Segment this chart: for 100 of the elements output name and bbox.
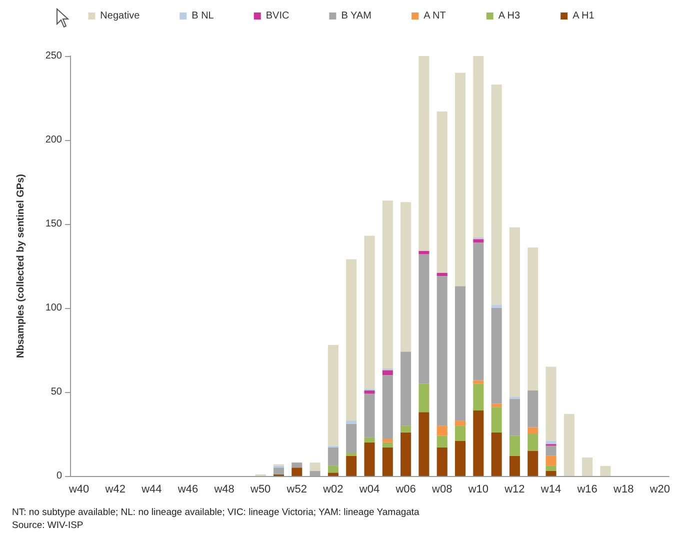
bar xyxy=(473,56,484,238)
x-tick-label: w20 xyxy=(648,484,670,496)
bar xyxy=(491,304,502,308)
x-tick-label: w48 xyxy=(213,484,234,496)
x-tick-label: w10 xyxy=(467,484,489,496)
x-tick-label: w12 xyxy=(504,484,525,496)
text: NT: no subtype available; NL: no lineage available; VIC: lineage Victoria; YAM: lineage Yamagata xyxy=(12,506,420,519)
bar xyxy=(418,56,430,251)
bar xyxy=(310,462,320,471)
y-tick-label: 250 xyxy=(45,50,62,62)
bar xyxy=(364,390,375,394)
x-tick-label: w50 xyxy=(249,484,271,496)
y-tick-label: 50 xyxy=(50,386,62,398)
bar xyxy=(382,375,393,440)
x-tick-label: w08 xyxy=(431,484,452,496)
bar xyxy=(364,437,375,442)
bar xyxy=(546,366,556,441)
bar xyxy=(546,466,556,471)
y-axis-title: Nbsamples (collected by sentinel GPs) xyxy=(16,174,26,358)
bar xyxy=(346,259,357,421)
bar xyxy=(292,468,302,476)
bar xyxy=(528,450,538,476)
x-tick-label: w46 xyxy=(176,484,198,496)
x-tick-label: w44 xyxy=(140,484,162,496)
x-tick-label: w14 xyxy=(540,484,562,496)
bar xyxy=(564,414,574,476)
bar xyxy=(328,447,338,466)
bar xyxy=(346,452,357,456)
bar xyxy=(382,447,393,476)
x-tick-label: w16 xyxy=(576,484,598,496)
bar xyxy=(436,272,448,276)
bar xyxy=(436,276,448,426)
x-tick-label: w40 xyxy=(68,484,90,496)
y-tick-label: 150 xyxy=(45,218,62,230)
bar xyxy=(528,390,538,428)
x-tick-label: w06 xyxy=(394,484,416,496)
bar xyxy=(454,72,466,286)
bar xyxy=(600,466,611,476)
bar xyxy=(582,458,593,476)
bar xyxy=(346,424,357,452)
legend-label: BVIC xyxy=(266,10,290,22)
bar xyxy=(400,432,412,476)
bar xyxy=(491,84,502,305)
bar xyxy=(546,470,556,476)
x-tick-label: w18 xyxy=(612,484,634,496)
bar xyxy=(454,420,466,426)
bar xyxy=(473,384,484,410)
bar xyxy=(528,248,538,390)
bar xyxy=(418,254,430,384)
legend-label: B NL xyxy=(192,10,214,22)
bar xyxy=(509,398,520,436)
bar xyxy=(436,111,448,273)
y-tick-label: 200 xyxy=(45,134,62,146)
bar xyxy=(546,456,556,466)
bar xyxy=(491,308,502,404)
legend-label: A H3 xyxy=(498,10,520,22)
bar xyxy=(491,407,502,432)
bar xyxy=(382,442,393,448)
bar xyxy=(400,352,412,426)
bar xyxy=(454,440,466,476)
y-tick-label: 100 xyxy=(45,302,62,314)
bar xyxy=(436,447,448,476)
bar xyxy=(328,472,338,476)
bar xyxy=(473,410,484,476)
bar xyxy=(418,384,430,412)
bar xyxy=(546,446,556,456)
bar xyxy=(454,426,466,441)
bar xyxy=(382,439,393,442)
bar xyxy=(364,442,375,476)
bar xyxy=(328,466,338,473)
bar xyxy=(454,286,466,421)
bar xyxy=(310,470,320,476)
bar xyxy=(364,236,375,389)
bar xyxy=(473,380,484,384)
bar xyxy=(509,436,520,456)
bar xyxy=(509,456,520,476)
bar xyxy=(400,202,412,352)
bar xyxy=(546,440,556,444)
bar xyxy=(509,227,520,398)
bar xyxy=(346,456,357,476)
legend-label: B YAM xyxy=(341,10,372,22)
source-note: Source: WIV-ISP xyxy=(12,519,84,532)
x-tick-label: w42 xyxy=(104,484,126,496)
bar xyxy=(528,427,538,434)
bar xyxy=(418,412,430,476)
bar xyxy=(382,370,393,376)
x-tick-label: w04 xyxy=(358,484,380,496)
bar xyxy=(491,432,502,476)
bar xyxy=(400,426,412,432)
x-tick-label: w02 xyxy=(322,484,344,496)
x-tick-label: w52 xyxy=(286,484,307,496)
bar xyxy=(473,242,484,380)
bar xyxy=(292,462,302,468)
bar xyxy=(436,426,448,436)
legend-label: A H1 xyxy=(572,10,595,22)
bar xyxy=(346,420,357,424)
bar xyxy=(273,468,284,474)
bar xyxy=(473,239,484,242)
bar xyxy=(328,344,338,446)
bar xyxy=(528,434,538,451)
